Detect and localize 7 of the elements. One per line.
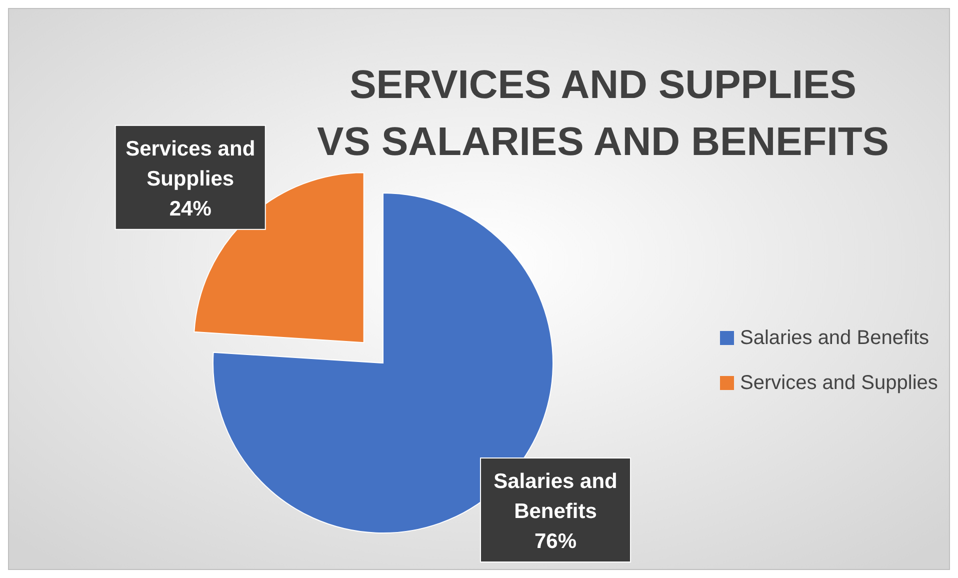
legend: Salaries and Benefits Services and Supplies [720, 327, 938, 394]
data-label: 76% [534, 530, 577, 553]
data-label: 24% [169, 197, 212, 220]
slice-label: Services and Supplies [126, 137, 256, 190]
chart-title: SERVICES AND SUPPLIES VS SALARIES AND BENEFITS [317, 63, 889, 164]
legend-label: Services and Supplies [740, 372, 938, 394]
slice-label: Salaries and Benefits [494, 470, 618, 523]
